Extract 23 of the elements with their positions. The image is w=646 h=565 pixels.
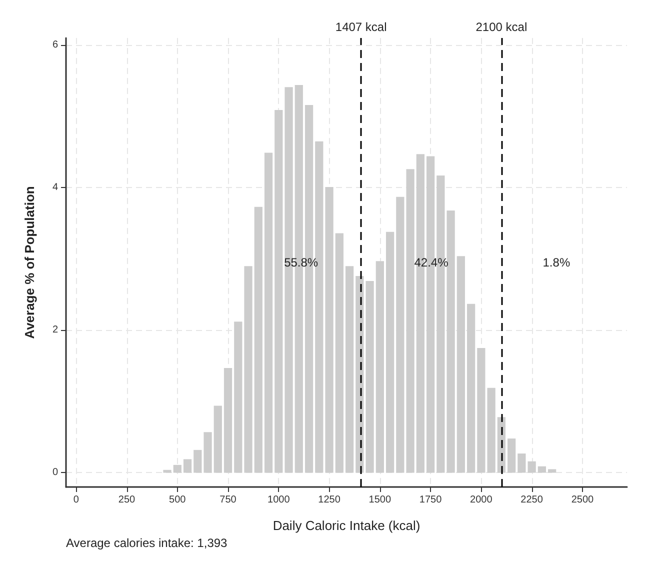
ref-line-label: 1407 kcal [335,20,387,34]
y-tick-label: 2 [52,324,58,336]
x-tick-label: 1750 [419,494,442,506]
x-tick-label: 2000 [470,494,493,506]
x-tick-label: 500 [169,494,186,506]
text: Average calories intake: 1,393 [66,536,228,550]
x-tick-label: 2500 [571,494,594,506]
annotation: 55.8% [284,256,318,270]
y-tick-label: 0 [52,467,58,478]
y-tick-label: 6 [52,40,58,51]
x-tick-label: 750 [220,494,237,506]
ref-line-label: 2100 kcal [476,20,528,34]
x-tick-label: 1250 [318,494,341,506]
x-tick-label: 250 [118,494,136,506]
annotation: 42.4% [414,256,449,270]
x-tick-label: 2250 [520,494,544,506]
y-axis-title: Average % of Population [22,186,37,339]
x-tick-label: 1500 [368,494,392,506]
x-tick-label: 1000 [268,494,290,506]
annotation: 1.8% [542,256,570,270]
x-axis-title: Daily Caloric Intake (kcal) [272,518,420,533]
y-tick-label: 4 [52,182,58,194]
x-tick-label: 0 [73,494,80,506]
